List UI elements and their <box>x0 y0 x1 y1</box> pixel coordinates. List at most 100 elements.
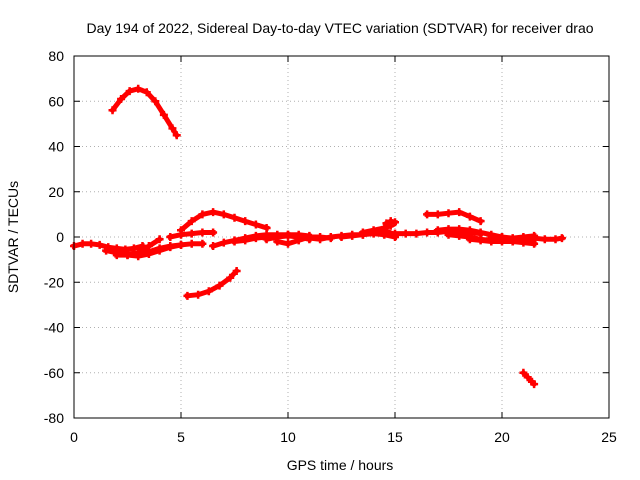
series-arc-25 <box>519 368 539 389</box>
series-arc-8 <box>183 266 241 300</box>
data-series <box>70 84 566 389</box>
x-axis-label: GPS time / hours <box>287 457 394 473</box>
chart-title: Day 194 of 2022, Sidereal Day-to-day VTE… <box>86 20 593 36</box>
x-tick-label: 25 <box>601 429 617 445</box>
data-point <box>209 228 218 237</box>
data-point <box>530 234 539 243</box>
y-tick-label: 20 <box>48 184 64 200</box>
data-point <box>433 210 442 219</box>
data-point <box>455 225 464 234</box>
data-point <box>230 213 239 222</box>
data-point <box>412 229 421 238</box>
data-point <box>151 97 160 106</box>
data-point <box>198 239 207 248</box>
data-point <box>476 217 485 226</box>
data-point <box>134 252 143 261</box>
data-point <box>232 266 241 275</box>
data-point <box>557 234 566 243</box>
data-point <box>423 228 432 237</box>
data-point <box>380 223 389 232</box>
data-point <box>316 235 325 244</box>
series-arc-16 <box>382 217 399 228</box>
data-point <box>155 235 164 244</box>
data-point <box>95 240 104 249</box>
data-point <box>444 209 453 218</box>
data-point <box>262 235 271 244</box>
data-point <box>159 110 168 119</box>
data-point <box>112 251 121 260</box>
data-point <box>305 234 314 243</box>
data-point <box>194 290 203 299</box>
data-point <box>166 233 175 241</box>
data-point <box>519 234 528 243</box>
data-point <box>134 84 143 93</box>
data-point <box>198 228 207 237</box>
data-point <box>530 380 539 389</box>
data-point <box>226 273 235 282</box>
data-point <box>187 229 196 238</box>
data-point <box>187 239 196 248</box>
axis-ticks: 0 5 10 15 20 25 -80 -60 -40 -20 0 20 40 60 80 <box>44 48 617 445</box>
data-point <box>382 219 391 228</box>
data-point <box>391 218 399 227</box>
data-point <box>108 106 117 115</box>
data-point <box>465 226 474 235</box>
data-point <box>476 228 485 237</box>
data-point <box>144 249 153 258</box>
series-arc-24 <box>519 234 566 244</box>
series-arc-7 <box>177 208 271 235</box>
data-point <box>102 246 111 255</box>
data-point <box>348 231 357 240</box>
data-point <box>230 237 239 246</box>
data-point <box>455 231 464 240</box>
data-point <box>172 131 181 140</box>
data-point <box>241 236 250 245</box>
data-point <box>523 373 532 382</box>
data-point <box>215 281 224 290</box>
data-point <box>78 239 87 248</box>
data-point <box>219 238 228 247</box>
data-point <box>117 94 126 103</box>
data-point <box>251 234 260 243</box>
data-point <box>433 226 442 235</box>
x-tick-label: 20 <box>494 429 510 445</box>
series-arc-5 <box>123 239 207 261</box>
data-point <box>209 208 218 217</box>
data-point <box>166 243 175 252</box>
data-point <box>326 233 335 241</box>
data-point <box>142 88 151 97</box>
data-point <box>144 242 153 251</box>
data-point <box>444 230 453 239</box>
data-point <box>155 246 164 255</box>
data-point <box>241 217 250 226</box>
data-point <box>358 228 367 237</box>
x-tick-label: 5 <box>177 429 185 445</box>
data-point <box>369 226 378 235</box>
data-point <box>423 210 432 219</box>
data-point <box>168 124 177 133</box>
data-point <box>87 239 96 248</box>
y-tick-label: 80 <box>48 48 64 64</box>
y-tick-label: 60 <box>48 93 64 109</box>
data-point <box>519 368 528 377</box>
x-tick-label: 0 <box>70 429 78 445</box>
data-point <box>476 236 485 245</box>
data-point <box>177 240 185 249</box>
data-point <box>187 217 196 226</box>
data-point <box>401 229 410 238</box>
data-point <box>294 236 303 245</box>
y-tick-label: -60 <box>44 365 64 381</box>
data-point <box>262 223 271 232</box>
data-point <box>465 235 474 244</box>
data-point <box>183 291 192 300</box>
series-arc-6 <box>166 228 218 241</box>
x-tick-label: 10 <box>280 429 296 445</box>
data-point <box>251 220 260 229</box>
x-tick-label: 15 <box>387 429 403 445</box>
data-point <box>487 233 496 241</box>
data-point <box>198 210 207 219</box>
data-point <box>209 242 218 251</box>
data-point <box>391 229 399 238</box>
data-point <box>508 235 517 244</box>
